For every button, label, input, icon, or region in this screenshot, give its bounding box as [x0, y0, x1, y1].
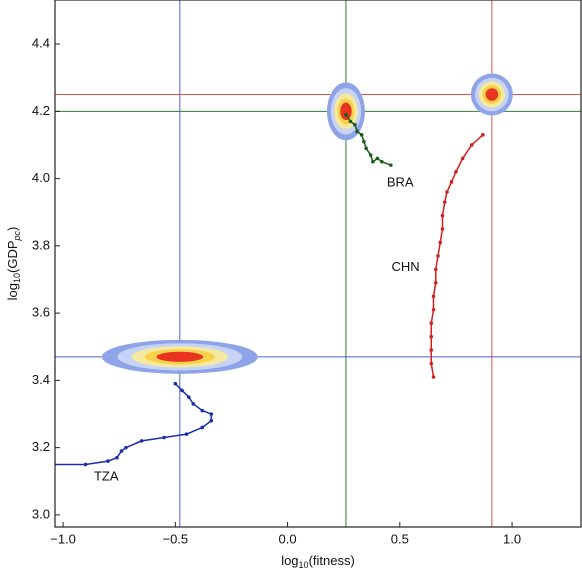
point: [362, 139, 366, 144]
point: [445, 190, 449, 194]
point: [481, 133, 485, 137]
x-tick-label: 1.0: [503, 531, 521, 546]
point: [180, 388, 184, 393]
x-tick-label: −0.5: [162, 531, 188, 546]
point: [173, 381, 178, 386]
y-label-part: pc: [12, 230, 22, 241]
point: [469, 143, 474, 147]
x-axis-label: log10(fitness): [281, 553, 355, 570]
point: [436, 254, 440, 258]
point: [449, 180, 454, 184]
point: [200, 408, 205, 413]
point: [187, 395, 191, 399]
trajectory: [345, 114, 392, 166]
target-ellipse: [485, 88, 499, 101]
trajectory: [430, 134, 484, 378]
point: [115, 455, 119, 460]
point: [139, 439, 144, 443]
point: [119, 449, 124, 453]
point: [433, 281, 438, 285]
y-tick-label: 3.6: [32, 305, 50, 320]
point: [353, 122, 357, 127]
point: [429, 348, 434, 352]
point: [454, 170, 458, 174]
y-tick-label: 3.8: [32, 237, 50, 252]
y-tick-label: 4.0: [32, 170, 50, 185]
target-ellipse: [156, 351, 204, 362]
point: [460, 156, 465, 161]
y-axis-label: log10(GDPpc): [5, 227, 22, 301]
point: [442, 200, 447, 204]
point: [191, 402, 196, 406]
point: [389, 163, 393, 167]
y-tick-label: 3.2: [32, 439, 50, 454]
series-label: CHN: [392, 259, 420, 274]
point: [368, 153, 373, 157]
point: [429, 321, 434, 325]
point: [375, 156, 380, 161]
point: [429, 361, 434, 366]
point: [433, 267, 438, 272]
point: [209, 412, 214, 416]
x-tick-label: −1.0: [50, 531, 76, 546]
point: [431, 375, 436, 379]
point: [440, 227, 445, 231]
x-label-part: (fitness): [309, 553, 355, 568]
point: [431, 307, 436, 312]
point: [364, 146, 368, 151]
point: [429, 334, 434, 339]
point: [106, 459, 110, 463]
x-label-part: 10: [299, 560, 309, 570]
x-tick-label: 0.5: [391, 531, 409, 546]
point: [124, 445, 128, 450]
point: [359, 133, 364, 137]
x-label-part: log: [281, 553, 298, 568]
y-label-part: (GDP: [5, 240, 20, 273]
point: [83, 462, 88, 467]
point: [184, 432, 189, 436]
x-tick-label: 0.0: [279, 531, 297, 546]
y-label-part: 10: [12, 273, 22, 283]
target-ellipse: [340, 102, 352, 121]
point: [438, 240, 443, 245]
y-tick-label: 4.2: [32, 103, 50, 118]
y-tick-label: 3.4: [32, 372, 50, 387]
y-tick-label: 4.4: [32, 35, 50, 50]
point: [380, 159, 384, 164]
point: [162, 435, 166, 440]
point: [431, 294, 436, 299]
point: [200, 425, 205, 430]
series-label: BRA: [387, 175, 414, 190]
point: [355, 129, 359, 134]
y-tick-label: 3.0: [32, 506, 50, 521]
point: [371, 159, 375, 164]
y-label-part: log: [5, 283, 20, 300]
point: [209, 418, 214, 423]
y-label-part: ): [5, 227, 20, 231]
series-label: TZA: [94, 469, 119, 484]
point: [348, 119, 353, 124]
plot-frame: [54, 0, 582, 528]
point: [440, 213, 445, 218]
point: [344, 112, 348, 117]
